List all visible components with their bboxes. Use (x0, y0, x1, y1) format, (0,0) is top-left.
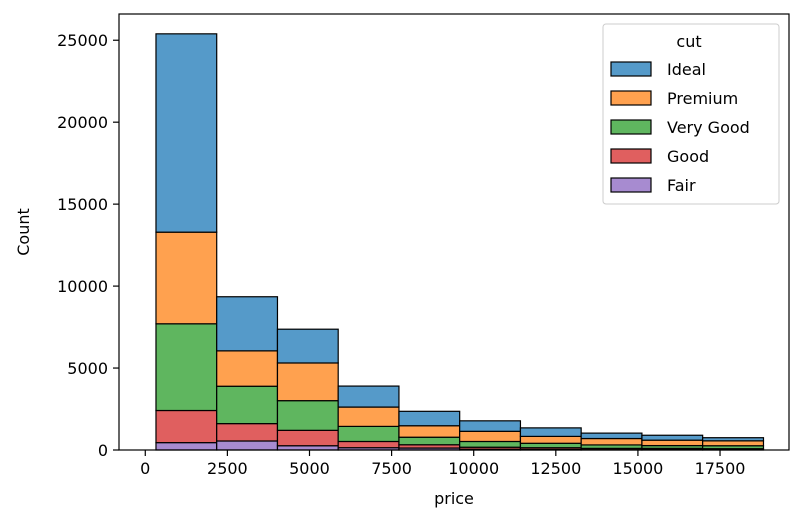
legend-swatch-fair (610, 177, 652, 193)
bar-ideal-bin-9 (641, 434, 704, 441)
legend-label-ideal: Ideal (667, 60, 706, 79)
bar-premium-bin-1 (155, 231, 218, 325)
bar-fair-bin-1 (155, 442, 218, 451)
legend-title: cut (676, 32, 701, 51)
bar-premium-bin-4 (337, 406, 400, 427)
x-axis-label: price (434, 489, 474, 508)
y-tick-label: 20000 (57, 113, 108, 132)
bar-ideal-bin-2 (216, 296, 279, 352)
bar-premium-bin-8 (580, 437, 643, 446)
x-tick-label: 0 (140, 459, 150, 478)
bar-ideal-bin-10 (702, 437, 765, 442)
legend-label-premium: Premium (667, 89, 738, 108)
y-tick-label: 15000 (57, 195, 108, 214)
bar-ideal-bin-1 (155, 33, 218, 233)
legend-swatch-ideal (610, 61, 652, 77)
bar-ideal-bin-3 (276, 328, 339, 364)
legend: cut Ideal Premium Very Good Good Fair (602, 23, 780, 205)
bar-very-good-bin-5 (398, 436, 461, 446)
x-tick-label: 12500 (530, 459, 581, 478)
bar-premium-bin-5 (398, 425, 461, 438)
bar-very-good-bin-7 (519, 442, 582, 449)
y-tick-label: 25000 (57, 31, 108, 50)
bar-premium-bin-10 (702, 440, 765, 447)
bar-fair-bin-2 (216, 440, 279, 451)
x-tick-label: 2500 (207, 459, 248, 478)
axes-layer: 0 2500 5000 7500 10000 12500 15000 17500 0 5000 10… (57, 13, 790, 478)
bar-very-good-bin-2 (216, 385, 279, 425)
legend-swatch-good (610, 148, 652, 164)
bar-good-bin-4 (337, 440, 400, 449)
legend-swatch-very-good (610, 119, 652, 135)
bar-ideal-bin-7 (519, 427, 582, 437)
bar-very-good-bin-1 (155, 323, 218, 412)
y-tick-label: 0 (98, 441, 108, 460)
bar-very-good-bin-6 (459, 440, 522, 448)
bar-ideal-bin-6 (459, 420, 522, 432)
bar-premium-bin-6 (459, 430, 522, 443)
y-tick-label: 10000 (57, 277, 108, 296)
bar-good-bin-3 (276, 429, 339, 447)
bar-good-bin-2 (216, 423, 279, 442)
bar-ideal-bin-5 (398, 410, 461, 427)
bar-good-bin-1 (155, 409, 218, 444)
bar-premium-bin-2 (216, 350, 279, 387)
x-tick-label: 10000 (448, 459, 499, 478)
bars-layer (155, 33, 765, 451)
legend-label-very-good: Very Good (667, 118, 750, 137)
legend-label-good: Good (667, 147, 709, 166)
bar-premium-bin-9 (641, 439, 704, 447)
x-tick-label: 15000 (612, 459, 663, 478)
bar-premium-bin-7 (519, 435, 582, 444)
bar-premium-bin-3 (276, 362, 339, 402)
bar-very-good-bin-3 (276, 400, 339, 431)
x-tick-label: 5000 (289, 459, 330, 478)
legend-label-fair: Fair (667, 176, 696, 195)
bar-very-good-bin-4 (337, 425, 400, 443)
legend-swatch-premium (610, 90, 652, 106)
bar-ideal-bin-4 (337, 385, 400, 408)
bar-ideal-bin-8 (580, 432, 643, 440)
bar-fair-bin-3 (276, 445, 339, 451)
y-tick-label: 5000 (67, 359, 108, 378)
y-axis-label: Count (14, 208, 33, 256)
x-tick-label: 17500 (695, 459, 746, 478)
x-tick-label: 7500 (371, 459, 412, 478)
plot-frame (118, 13, 790, 451)
